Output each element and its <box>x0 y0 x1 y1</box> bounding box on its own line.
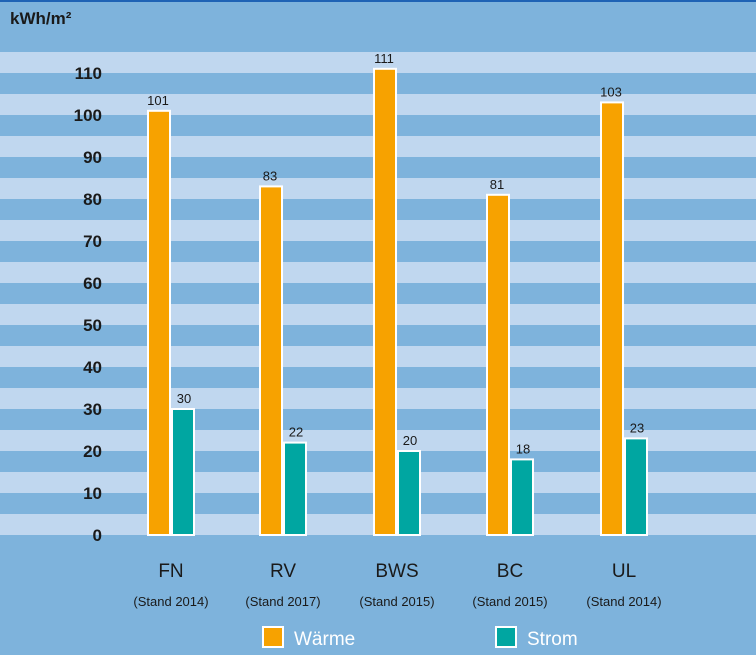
data-label: 101 <box>147 93 169 108</box>
bar-strom-fn <box>171 408 195 536</box>
x-tick-label: RV <box>270 561 296 582</box>
y-tick-label: 10 <box>83 484 102 503</box>
grid-band <box>0 52 756 73</box>
y-tick-label: 90 <box>83 148 102 167</box>
bar-waerme-rv <box>259 185 283 536</box>
data-label: 111 <box>374 51 394 66</box>
bar-strom-bws <box>397 450 421 536</box>
legend-swatch-strom <box>495 626 517 648</box>
bar-waerme-fn <box>147 109 171 537</box>
y-tick-label: 50 <box>83 316 102 335</box>
data-label: 20 <box>403 433 417 448</box>
y-tick-label: 20 <box>83 442 102 461</box>
legend-label-waerme: Wärme <box>294 629 355 650</box>
x-tick-label: FN <box>158 561 183 582</box>
bar-strom-bc <box>510 458 534 536</box>
x-tick-label: UL <box>612 561 636 582</box>
data-label: 81 <box>490 177 504 192</box>
legend-swatch-waerme <box>262 626 284 648</box>
y-tick-label: 30 <box>83 400 102 419</box>
y-tick-label: 60 <box>83 274 102 293</box>
y-tick-label: 40 <box>83 358 102 377</box>
y-tick-label: 80 <box>83 190 102 209</box>
y-tick-label: 110 <box>75 64 102 83</box>
x-tick-sublabel: (Stand 2014) <box>133 594 208 609</box>
x-tick-label: BWS <box>375 561 418 582</box>
y-axis-label: kWh/m² <box>10 9 72 28</box>
bar-strom-ul <box>624 437 648 536</box>
data-label: 22 <box>289 425 303 440</box>
bars: 101 30 83 22 111 20 81 18 103 23 <box>147 51 648 537</box>
data-label: 18 <box>516 441 530 456</box>
bar-waerme-bc <box>486 193 510 537</box>
x-tick-label: BC <box>497 561 523 582</box>
x-tick-sublabel: (Stand 2015) <box>359 594 434 609</box>
legend: Wärme Strom <box>262 626 578 650</box>
legend-label-strom: Strom <box>527 629 578 650</box>
data-label: 103 <box>600 84 622 99</box>
x-axis-labels: FN (Stand 2014) RV (Stand 2017) BWS (Stand 20… <box>133 561 661 609</box>
x-tick-sublabel: (Stand 2017) <box>245 594 320 609</box>
y-tick-label: 100 <box>74 106 102 125</box>
bar-waerme-bws <box>373 67 397 537</box>
bar-strom-rv <box>283 441 307 537</box>
x-tick-sublabel: (Stand 2015) <box>472 594 547 609</box>
y-tick-label: 0 <box>93 526 102 545</box>
y-axis-ticks: 0 10 20 30 40 50 60 70 80 90 100 110 <box>74 64 102 545</box>
bar-waerme-ul <box>600 101 624 537</box>
data-label: 23 <box>630 420 644 435</box>
data-label: 83 <box>263 168 277 183</box>
y-tick-label: 70 <box>83 232 102 251</box>
x-tick-sublabel: (Stand 2014) <box>586 594 661 609</box>
data-label: 30 <box>177 391 191 406</box>
